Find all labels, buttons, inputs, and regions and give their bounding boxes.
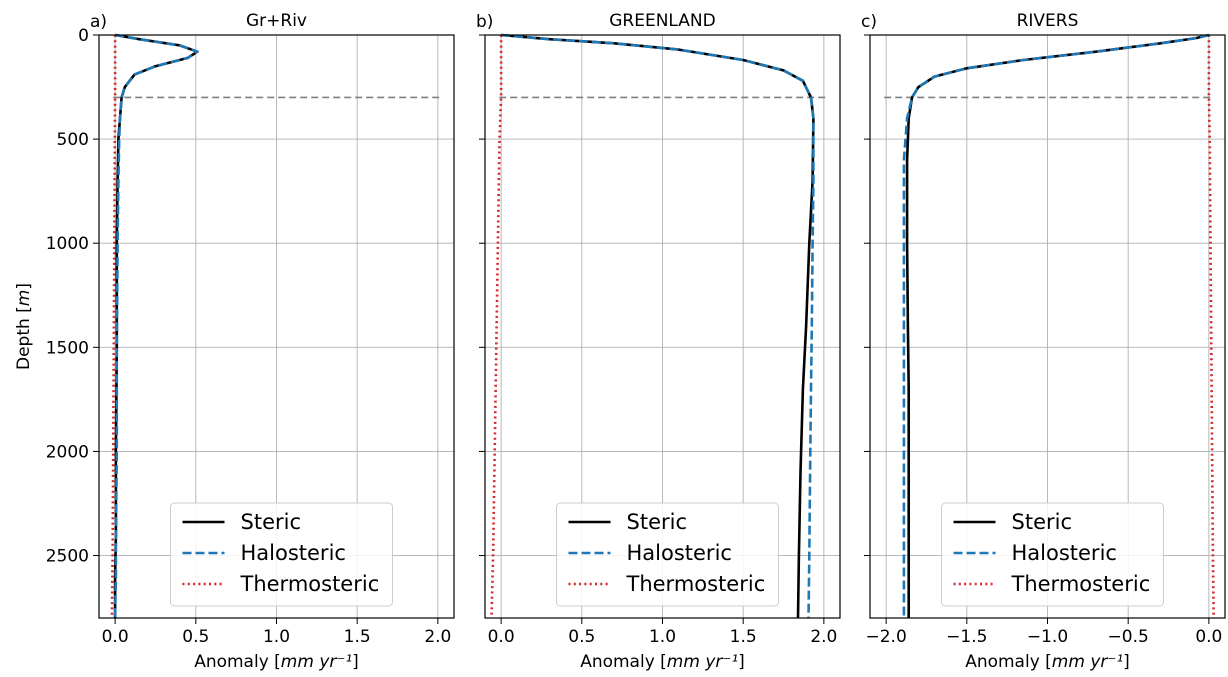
legend-box — [941, 502, 1164, 607]
series-line-thermosteric — [490, 35, 503, 619]
x-tick-label: 0.5 — [568, 627, 595, 647]
panel-title: Gr+Riv — [246, 11, 307, 31]
legend: Steric Halosteric Thermosteric — [170, 502, 393, 607]
x-tick-label: 2.0 — [810, 627, 837, 647]
series-line-halosteric — [500, 33, 815, 619]
x-tick-label: −1.0 — [1027, 627, 1068, 647]
panel-2: 0.0 0.5 1.0 1.5 2.0 GREENLAND b) Anomaly [mm yr… — [476, 11, 841, 672]
x-axis-label: Anomaly [mm yr⁻¹] — [965, 652, 1130, 672]
legend-label-steric: Steric — [1012, 510, 1073, 534]
x-axis-label: Anomaly [mm yr⁻¹] — [580, 652, 745, 672]
x-tick-label: −1.5 — [946, 627, 987, 647]
y-axis-label: Depth [m] — [14, 283, 34, 370]
x-axis-label: Anomaly [mm yr⁻¹] — [194, 652, 359, 672]
y-tick-label: 1000 — [46, 234, 89, 254]
x-tick-label: 1.0 — [649, 627, 676, 647]
x-tick-label: 0.0 — [1195, 627, 1222, 647]
panel-label: a) — [90, 12, 107, 32]
series-line-halosteric — [113, 33, 199, 619]
y-tick-label: 0 — [78, 26, 89, 46]
legend-label-halosteric: Halosteric — [241, 541, 346, 565]
legend-label-halosteric: Halosteric — [627, 541, 732, 565]
panel-title: RIVERS — [1017, 11, 1079, 31]
legend-label-halosteric: Halosteric — [1012, 541, 1117, 565]
x-tick-label: 1.5 — [730, 627, 757, 647]
x-tick-label: −0.5 — [1108, 627, 1149, 647]
x-tick-label: 2.0 — [424, 627, 451, 647]
y-tick-label: 1500 — [46, 338, 89, 358]
panel-3: −2.0 −1.5 −1.0 −0.5 0.0 RIVERS c) Anomaly [mm y… — [861, 11, 1226, 672]
series-line-thermosteric — [1207, 35, 1215, 619]
legend-label-steric: Steric — [241, 510, 302, 534]
x-tick-label: 0.0 — [488, 627, 515, 647]
legend-label-thermosteric: Thermosteric — [240, 572, 380, 596]
legend: Steric Halosteric Thermosteric — [941, 502, 1164, 607]
legend-label-steric: Steric — [627, 510, 688, 534]
legend-box — [556, 502, 779, 607]
panel-1: 0.0 0.5 1.0 1.5 2.0 0 500 1000 1500 2000 2500 Gr+Ri… — [14, 11, 455, 672]
panel-label: c) — [861, 12, 877, 32]
x-tick-label: 1.0 — [263, 627, 290, 647]
panel-title: GREENLAND — [609, 11, 715, 31]
y-tick-label: 500 — [57, 130, 89, 150]
x-tick-label: 0.5 — [182, 627, 209, 647]
y-tick-label: 2000 — [46, 442, 89, 462]
x-tick-label: 1.5 — [344, 627, 371, 647]
legend-box — [170, 502, 393, 607]
x-tick-label: −2.0 — [865, 627, 906, 647]
panel-label: b) — [476, 12, 493, 32]
legend-label-thermosteric: Thermosteric — [1011, 572, 1151, 596]
series-line-thermosteric — [110, 35, 117, 619]
y-tick-label: 2500 — [46, 547, 89, 567]
legend-label-thermosteric: Thermosteric — [626, 572, 766, 596]
legend: Steric Halosteric Thermosteric — [556, 502, 779, 607]
x-tick-label: 0.0 — [102, 627, 129, 647]
series-line-halosteric — [902, 33, 1210, 618]
